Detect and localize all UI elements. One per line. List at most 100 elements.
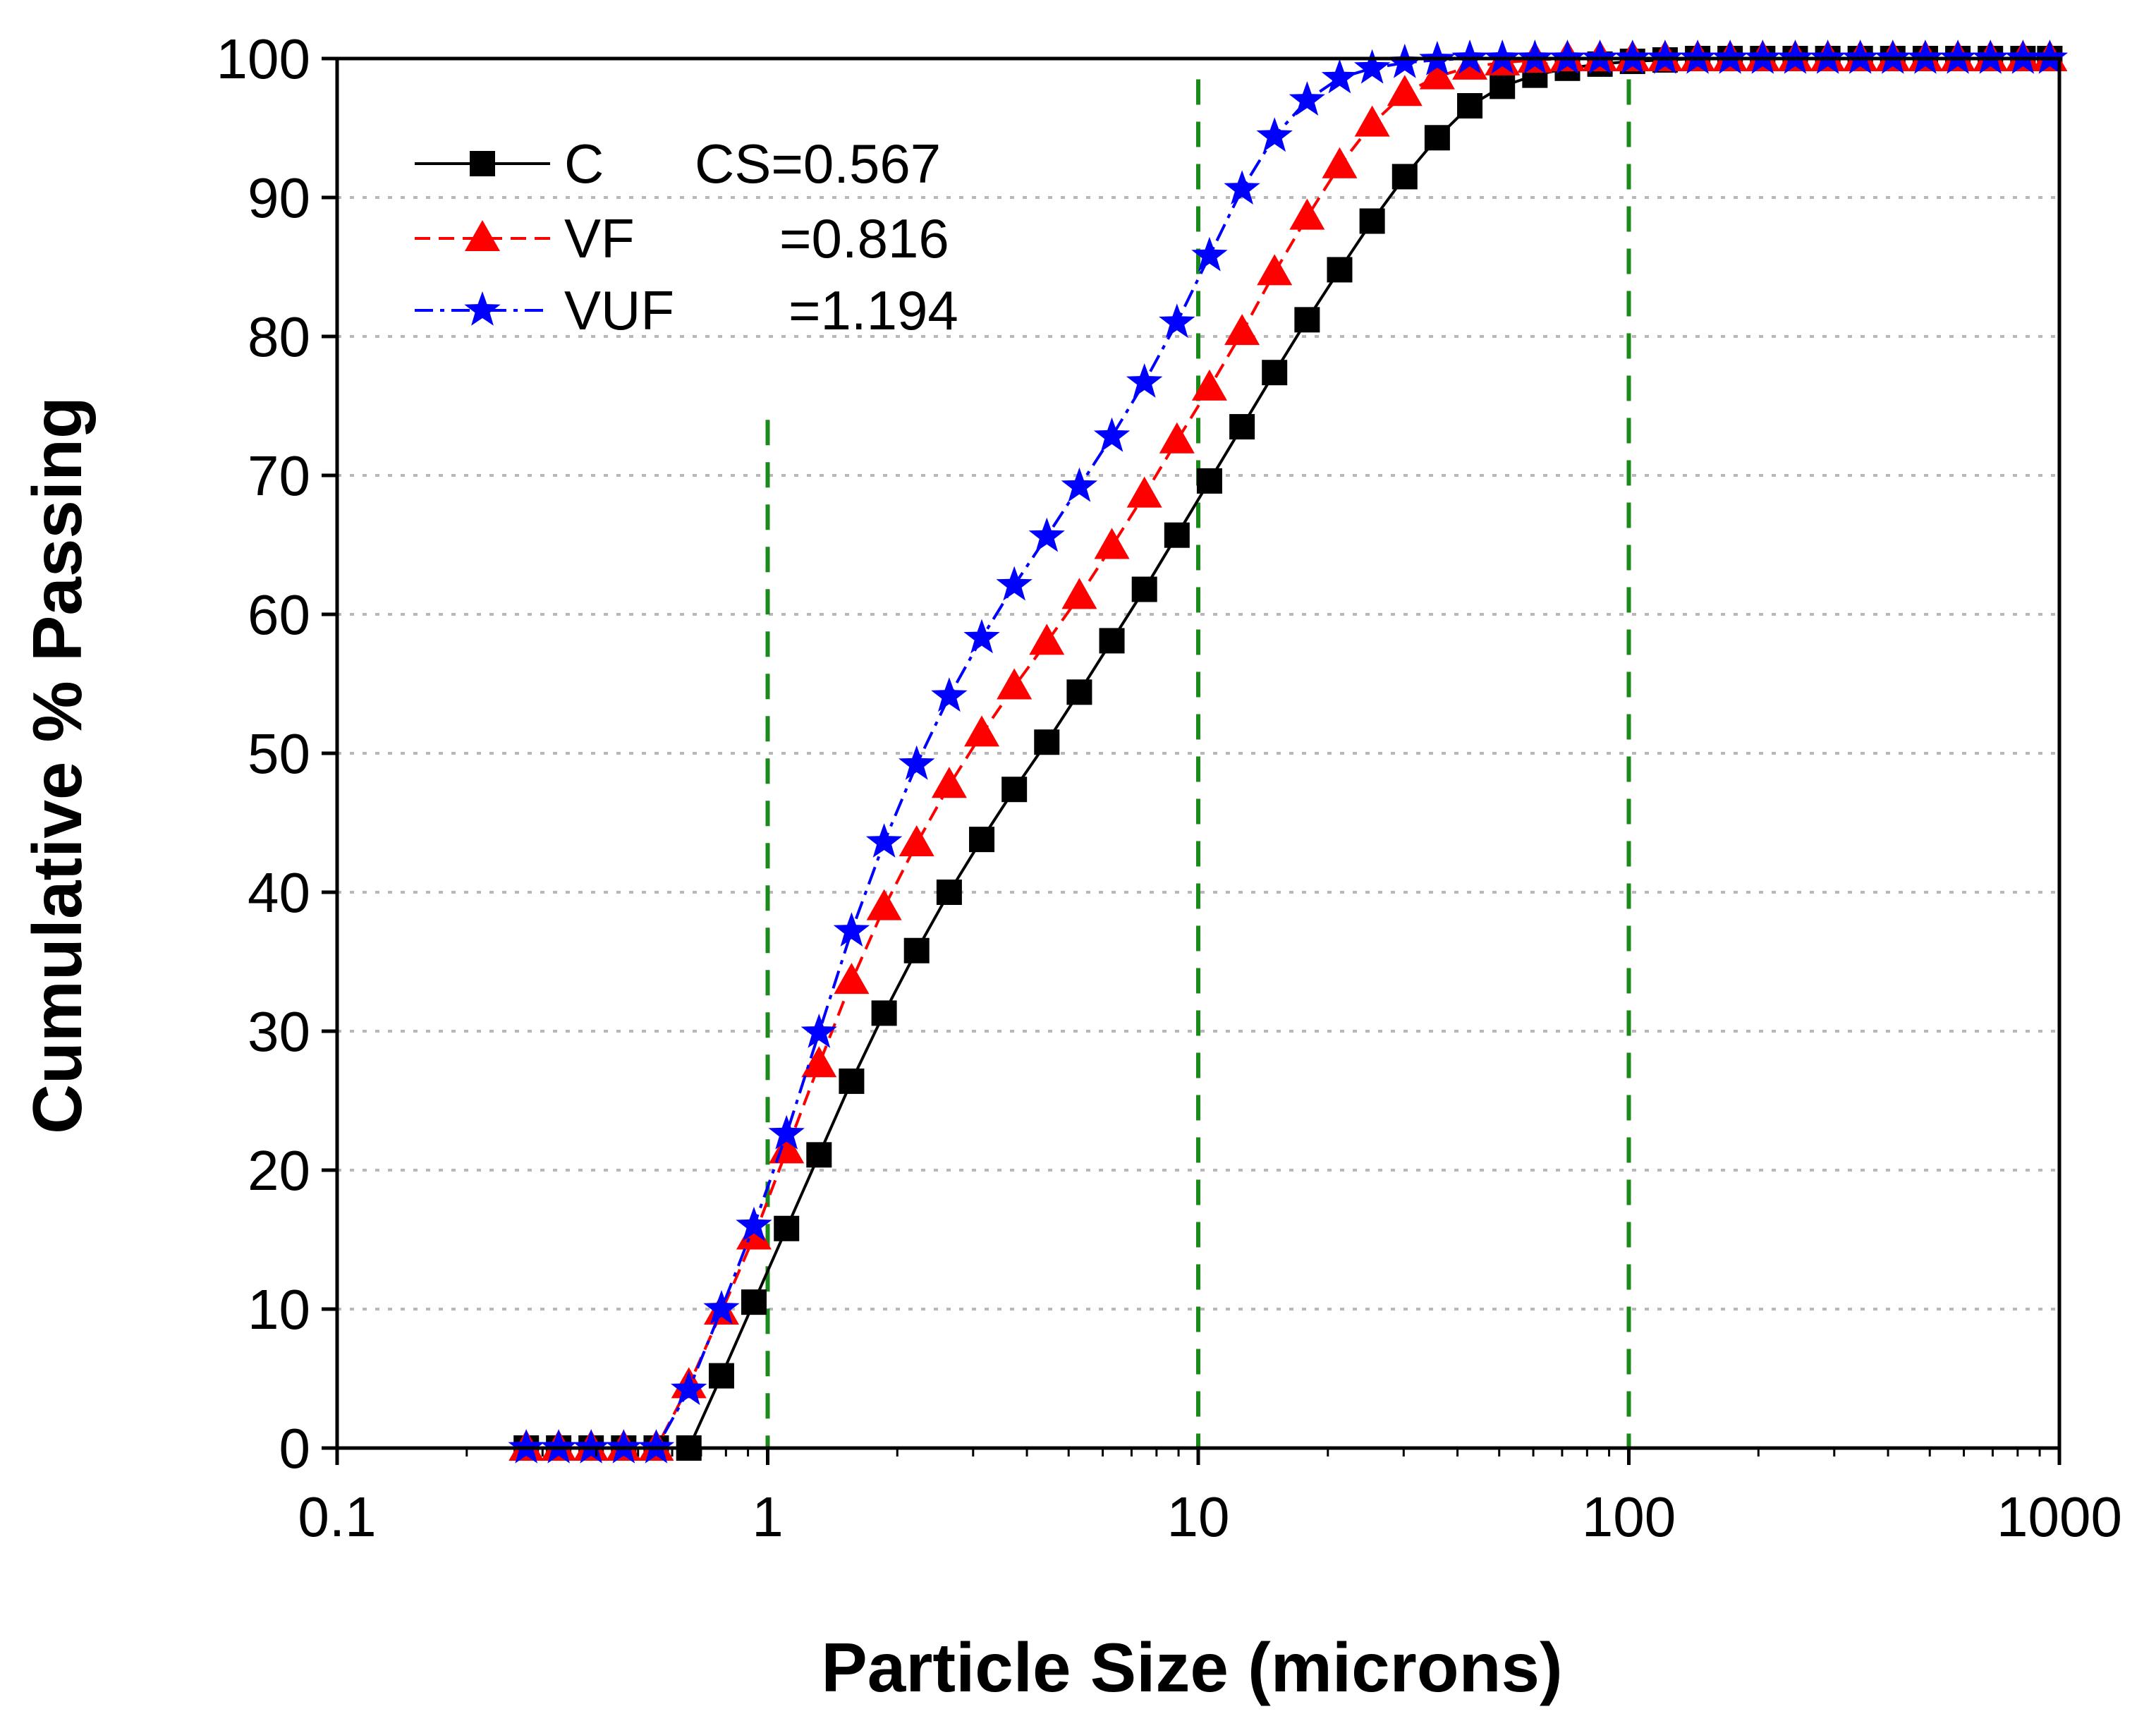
data-point-C — [1229, 414, 1255, 440]
data-point-VF — [1094, 528, 1130, 559]
legend-value-VF: =0.816 — [779, 207, 949, 269]
data-point-C — [903, 937, 930, 963]
data-point-VUF — [899, 745, 935, 780]
data-point-VF — [1191, 369, 1227, 401]
legend-label-VF: VF — [564, 207, 635, 269]
data-point-C — [1034, 729, 1060, 755]
data-point-C — [969, 827, 995, 853]
legend-marker-VUF — [464, 291, 501, 326]
y-tick-label-60: 60 — [248, 583, 310, 646]
data-point-VUF — [1061, 467, 1098, 502]
data-point-VUF — [703, 1290, 740, 1325]
data-point-VUF — [768, 1114, 805, 1150]
data-point-C — [1490, 73, 1516, 99]
y-tick-label-30: 30 — [248, 1000, 310, 1063]
data-point-VUF — [1191, 236, 1228, 272]
data-point-VUF — [931, 677, 968, 712]
data-point-VUF — [1809, 39, 1846, 74]
legend-entry-C: C CS=0.567 — [415, 133, 941, 195]
data-point-VUF — [1907, 39, 1944, 74]
data-point-VF — [834, 963, 870, 995]
data-point-VF — [931, 767, 967, 798]
data-point-VUF — [1289, 81, 1325, 116]
data-point-VUF — [1451, 39, 1488, 74]
data-point-VF — [899, 825, 934, 857]
data-point-VUF — [800, 1014, 837, 1048]
legend-entry-VUF: VUF =1.194 — [415, 279, 958, 341]
x-tick-label-10: 10 — [1167, 1485, 1230, 1548]
data-point-C — [1066, 679, 1092, 705]
data-point-VF — [997, 668, 1033, 700]
reference-lines — [765, 79, 1631, 1448]
data-point-VF — [1354, 105, 1390, 137]
data-point-VUF — [1224, 170, 1260, 205]
x-axis-title: Particle Size (microns) — [821, 1629, 1562, 1706]
legend-label-C: C — [564, 133, 604, 195]
data-point-VF — [736, 1218, 772, 1250]
legend-entry-VF: VF =0.816 — [415, 207, 949, 269]
data-point-VF — [1126, 476, 1162, 508]
data-point-C — [1099, 628, 1125, 654]
y-tick-label-50: 50 — [248, 722, 310, 785]
data-point-VUF — [865, 823, 903, 858]
data-point-VUF — [833, 912, 870, 947]
data-point-VF — [1289, 198, 1325, 230]
x-tick-label-1000: 1000 — [1997, 1485, 2122, 1548]
data-point-VUF — [1972, 39, 2009, 74]
data-point-VUF — [1581, 39, 1619, 74]
data-point-VUF — [605, 1429, 642, 1464]
data-point-VUF — [1712, 39, 1748, 74]
data-point-C — [1457, 92, 1483, 118]
data-point-VUF — [2004, 39, 2041, 74]
data-point-VUF — [1777, 39, 1814, 74]
data-point-VF — [964, 715, 1000, 747]
data-point-VF — [1387, 75, 1423, 107]
data-point-VUF — [1093, 417, 1131, 452]
data-point-C — [839, 1068, 865, 1094]
y-axis-title: Cumulative % Passing — [18, 396, 96, 1134]
data-point-VUF — [1549, 39, 1586, 74]
data-point-C — [1164, 522, 1190, 548]
legend-marker-VF — [465, 220, 500, 251]
axes: 0 10 20 30 40 50 60 70 80 90 100 0.1 1 10 100 1000 — [217, 28, 2122, 1548]
data-point-C — [1327, 257, 1353, 283]
y-tick-label-100: 100 — [217, 28, 310, 90]
data-point-C — [806, 1142, 832, 1168]
data-point-VF — [1029, 624, 1065, 655]
data-point-VUF — [1744, 39, 1781, 74]
x-tick-label-1: 1 — [752, 1485, 784, 1548]
data-point-VUF — [963, 619, 1000, 654]
data-point-VUF — [996, 566, 1033, 601]
legend-marker-C — [470, 151, 495, 176]
data-point-VUF — [1028, 517, 1065, 552]
data-point-C — [1359, 208, 1385, 234]
legend-value-VUF: =1.194 — [788, 279, 958, 341]
data-point-VUF — [1516, 39, 1553, 74]
data-point-VF — [1257, 254, 1293, 286]
data-point-VF — [801, 1046, 837, 1078]
data-point-VUF — [508, 1429, 544, 1464]
y-tick-label-80: 80 — [248, 305, 310, 368]
data-point-VUF — [1256, 117, 1293, 152]
data-point-C — [871, 1000, 897, 1026]
data-point-VF — [1159, 422, 1195, 454]
grid-lines — [337, 196, 2059, 1310]
data-point-VUF — [2031, 39, 2069, 74]
data-point-VF — [1322, 147, 1358, 178]
data-point-VUF — [540, 1429, 577, 1464]
data-point-C — [708, 1363, 734, 1389]
legend-value-C: CS=0.567 — [695, 133, 941, 195]
data-point-VUF — [736, 1206, 772, 1241]
data-point-C — [1196, 468, 1222, 494]
data-point-C — [741, 1289, 767, 1315]
data-point-VUF — [1321, 59, 1358, 94]
data-point-C — [1294, 307, 1320, 333]
data-point-C — [774, 1215, 800, 1241]
data-point-VUF — [1387, 43, 1423, 78]
data-point-VF — [866, 889, 902, 920]
legend: C CS=0.567 VF =0.816 VUF =1.194 — [415, 133, 958, 341]
data-point-C — [1391, 164, 1418, 190]
y-tick-label-40: 40 — [248, 861, 310, 924]
legend-label-VUF: VUF — [564, 279, 674, 341]
